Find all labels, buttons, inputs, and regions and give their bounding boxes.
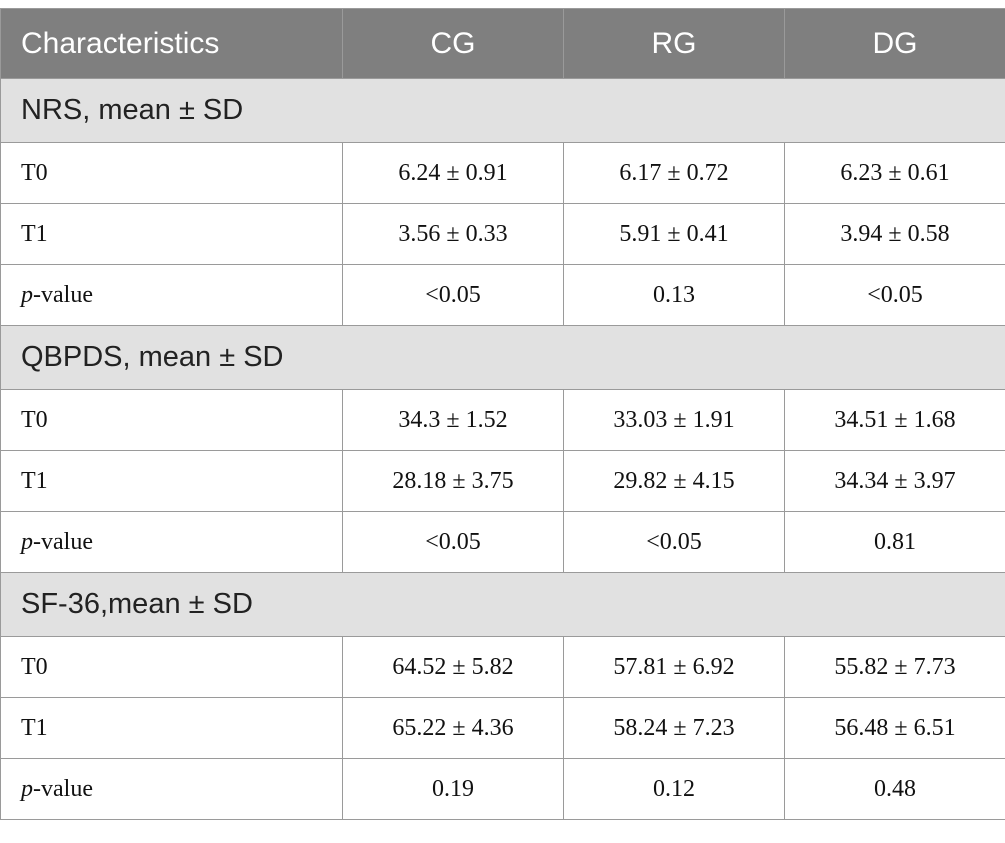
header-cell: CG	[342, 8, 564, 79]
value-cell: 64.52 ± 5.82	[342, 636, 564, 698]
value-cell: 6.23 ± 0.61	[784, 142, 1005, 204]
label-italic: p	[21, 281, 33, 308]
header-cell: Characteristics	[0, 8, 343, 79]
row-label: T0	[0, 636, 343, 698]
label-rest: -value	[33, 528, 93, 555]
value-cell: 0.12	[563, 758, 785, 820]
header-row: Characteristics CG RG DG	[0, 8, 1005, 79]
value-cell: 0.81	[784, 511, 1005, 573]
value-cell: 34.51 ± 1.68	[784, 389, 1005, 451]
section-title: QBPDS, mean ± SD	[0, 325, 1005, 390]
row-label: T0	[0, 142, 343, 204]
row-label: T0	[0, 389, 343, 451]
row-label: p-value	[0, 264, 343, 326]
section-row: NRS, mean ± SD	[0, 78, 1005, 143]
header-cell: RG	[563, 8, 785, 79]
value-cell: 0.48	[784, 758, 1005, 820]
value-cell: 34.3 ± 1.52	[342, 389, 564, 451]
row-label: T1	[0, 450, 343, 512]
value-cell: 57.81 ± 6.92	[563, 636, 785, 698]
section-title: SF-36,mean ± SD	[0, 572, 1005, 637]
value-cell: 65.22 ± 4.36	[342, 697, 564, 759]
value-cell: 3.56 ± 0.33	[342, 203, 564, 265]
row-label: p-value	[0, 758, 343, 820]
row-label: p-value	[0, 511, 343, 573]
section-title: NRS, mean ± SD	[0, 78, 1005, 143]
data-row: T0 34.3 ± 1.52 33.03 ± 1.91 34.51 ± 1.68	[0, 389, 1005, 451]
data-row: T0 64.52 ± 5.82 57.81 ± 6.92 55.82 ± 7.73	[0, 636, 1005, 698]
row-label: T1	[0, 697, 343, 759]
value-cell: 0.19	[342, 758, 564, 820]
label-italic: p	[21, 775, 33, 802]
data-row: T1 65.22 ± 4.36 58.24 ± 7.23 56.48 ± 6.51	[0, 697, 1005, 759]
data-row: T1 28.18 ± 3.75 29.82 ± 4.15 34.34 ± 3.97	[0, 450, 1005, 512]
value-cell: 58.24 ± 7.23	[563, 697, 785, 759]
value-cell: 29.82 ± 4.15	[563, 450, 785, 512]
value-cell: 3.94 ± 0.58	[784, 203, 1005, 265]
section-row: QBPDS, mean ± SD	[0, 325, 1005, 390]
value-cell: 0.13	[563, 264, 785, 326]
row-label: T1	[0, 203, 343, 265]
data-row: T1 3.56 ± 0.33 5.91 ± 0.41 3.94 ± 0.58	[0, 203, 1005, 265]
data-row: p-value <0.05 <0.05 0.81	[0, 511, 1005, 573]
value-cell: 28.18 ± 3.75	[342, 450, 564, 512]
data-row: p-value 0.19 0.12 0.48	[0, 758, 1005, 820]
data-row: T0 6.24 ± 0.91 6.17 ± 0.72 6.23 ± 0.61	[0, 142, 1005, 204]
value-cell: <0.05	[342, 264, 564, 326]
value-cell: 34.34 ± 3.97	[784, 450, 1005, 512]
section-row: SF-36,mean ± SD	[0, 572, 1005, 637]
value-cell: 6.24 ± 0.91	[342, 142, 564, 204]
value-cell: 55.82 ± 7.73	[784, 636, 1005, 698]
value-cell: <0.05	[563, 511, 785, 573]
data-row: p-value <0.05 0.13 <0.05	[0, 264, 1005, 326]
value-cell: 56.48 ± 6.51	[784, 697, 1005, 759]
label-rest: -value	[33, 281, 93, 308]
value-cell: 6.17 ± 0.72	[563, 142, 785, 204]
label-rest: -value	[33, 775, 93, 802]
value-cell: 33.03 ± 1.91	[563, 389, 785, 451]
value-cell: 5.91 ± 0.41	[563, 203, 785, 265]
label-italic: p	[21, 528, 33, 555]
value-cell: <0.05	[784, 264, 1005, 326]
header-cell: DG	[784, 8, 1005, 79]
results-table: Characteristics CG RG DG NRS, mean ± SD T0 6.…	[0, 8, 1005, 820]
value-cell: <0.05	[342, 511, 564, 573]
table-body: NRS, mean ± SD T0 6.24 ± 0.91 6.17 ± 0.72 6.…	[0, 78, 1005, 820]
